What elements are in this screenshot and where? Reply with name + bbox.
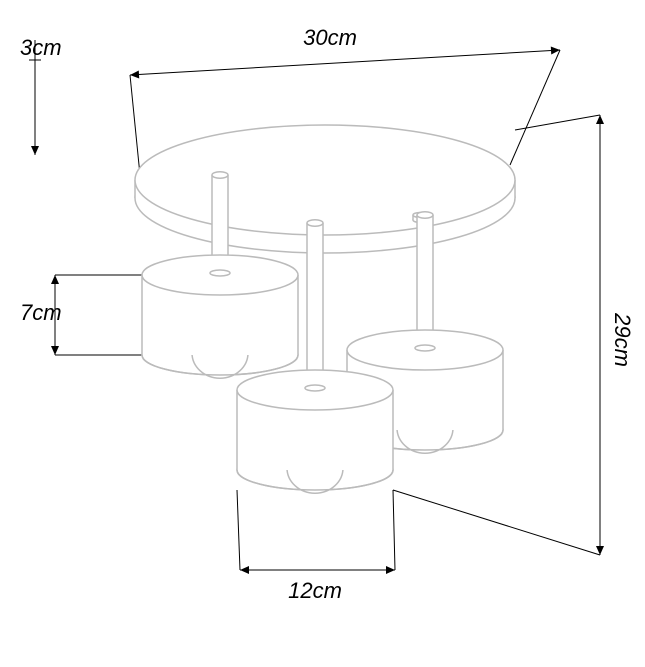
- dim-shade-height: 7cm: [20, 300, 62, 325]
- dim-base-thickness: 3cm: [20, 35, 62, 60]
- lamp-dimension-diagram: 3cm 30cm 7cm 29cm 12cm: [0, 0, 645, 667]
- dim-total-height: 29cm: [610, 312, 635, 367]
- dim-base-diameter: 30cm: [303, 25, 357, 50]
- dim-shade-diameter: 12cm: [288, 578, 342, 603]
